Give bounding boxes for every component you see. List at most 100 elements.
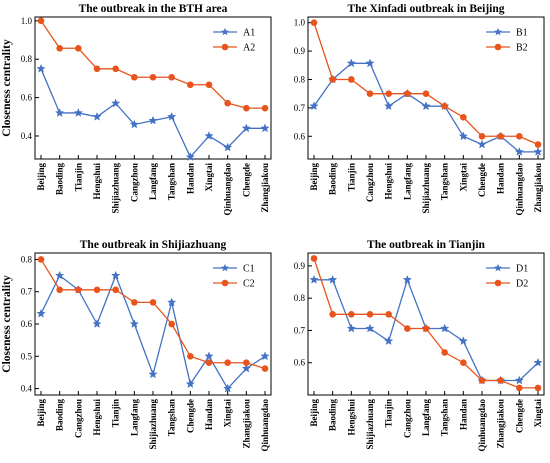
y-tick-label: 1.0 [21,16,33,26]
data-point-C2 [261,365,269,372]
data-point-C1 [36,308,46,318]
plot-frame [34,16,272,160]
x-tick-label: Tangshan [440,163,450,200]
data-point-A1 [92,111,102,121]
data-point-B2 [366,90,374,97]
x-tick-label: Tianjin [384,399,394,427]
chart-title: The outbreak in Tianjin [367,239,486,251]
x-tick-label: Shijiazhuang [421,163,431,214]
y-tick-label: 0.7 [21,287,33,297]
data-point-D1 [458,336,468,346]
x-tick-label: Langfang [421,399,431,437]
x-tick-label: Tianjin [111,399,121,427]
data-point-A1 [260,123,270,133]
series-line-B2 [313,22,539,146]
data-point-B1 [421,101,431,111]
data-point-C2 [243,359,250,367]
y-axis-label: Closeness centrality [1,275,13,373]
x-tick-label: Cangzhou [402,399,412,438]
data-point-D2 [516,384,523,392]
legend-marker-D2 [494,279,502,287]
data-point-B1 [384,101,394,111]
x-tick-label: Langfang [129,399,139,437]
series-line-A1 [40,68,265,159]
x-tick-label: Handan [496,163,506,194]
data-point-B2 [348,76,355,83]
x-tick-label: Tangshan [440,399,450,436]
x-tick-label: Baoding [328,399,338,432]
legend-label-D1: D1 [516,264,528,275]
data-point-A1 [241,123,251,133]
data-point-C1 [185,379,195,388]
data-point-C2 [112,286,119,294]
chart-panel-2: The Xinfadi outbreak in Beijing 0.6 0.7 0.8… [294,3,545,216]
data-point-B2 [385,90,392,97]
chart-title: The Xinfadi outbreak in Beijing [348,3,505,15]
data-point-B1 [309,101,319,111]
data-point-D2 [404,325,411,332]
legend-marker-B1 [494,27,502,36]
x-tick-label: Beijing [36,163,46,191]
chart-panel-1: The outbreak in the BTH area Closeness ce… [1,3,272,216]
x-tick-label: Shijiazhuang [111,163,121,214]
data-point-B2 [441,102,448,110]
x-tick-label: Xingtai [533,399,543,428]
data-point-B1 [346,58,356,68]
data-point-A2 [56,44,63,52]
y-tick-label: 0.4 [21,131,33,141]
legend-label-C2: C2 [243,279,255,290]
y-tick-label: 0.7 [294,325,306,335]
series-line-C2 [40,259,266,370]
data-point-C1 [111,270,121,280]
x-tick-label: Chengde [185,399,195,433]
y-tick-label: 0.8 [294,74,306,84]
data-point-D1 [533,357,543,367]
data-point-A1 [129,119,139,129]
y-tick-label: 0.5 [21,351,33,361]
data-point-C2 [75,286,82,294]
legend-marker-D1 [494,263,502,272]
x-tick-label: Baoding [55,399,65,432]
y-tick-label: 0.9 [294,261,306,271]
x-tick-label: Zhangjiakou [241,399,251,449]
data-point-D2 [478,377,486,384]
data-point-B1 [458,131,468,141]
data-point-B2 [497,132,504,140]
data-point-C2 [224,359,231,367]
data-point-D1 [328,274,338,284]
x-tick-label: Qinhuangdao [477,399,487,452]
x-tick-label: Hengshui [346,399,356,436]
data-point-A2 [205,81,213,89]
data-point-D2 [534,384,542,392]
x-tick-label: Hengshui [92,399,102,436]
data-point-B1 [365,58,375,68]
data-point-A1 [36,63,46,73]
x-tick-label: Chengde [241,163,251,197]
data-point-D1 [440,323,450,333]
data-point-C2 [149,299,157,306]
data-point-D1 [309,274,319,284]
x-tick-label: Xingtai [458,163,468,192]
legend-marker-A2 [221,43,229,51]
y-tick-label: 0.6 [294,358,306,368]
x-tick-label: Baoding [328,163,338,196]
chart-panel-4: The outbreak in Tianjin 0.6 0.7 0.8 0.9 Beiji… [294,239,545,452]
x-tick-label: Baoding [55,163,65,196]
x-tick-label: Xingtai [204,163,214,192]
data-point-C1 [204,351,214,361]
data-point-B2 [329,76,336,83]
series-line-D2 [313,258,538,389]
chart-panel-3: The outbreak in Shijiazhuang Closeness ce… [1,239,272,452]
data-point-D1 [346,323,356,333]
x-tick-label: Zhangjiakou [496,399,506,449]
x-tick-label: Shijiazhuang [365,399,375,450]
data-point-A2 [243,104,250,112]
x-tick-label: Cangzhou [129,163,139,202]
x-tick-label: Tangshan [167,163,177,200]
data-point-A1 [185,152,195,162]
data-point-B2 [516,132,523,140]
data-point-A2 [187,81,194,89]
x-tick-label: Hengshui [92,163,102,200]
data-point-C2 [37,256,45,263]
x-tick-label: Tangshan [167,399,177,436]
